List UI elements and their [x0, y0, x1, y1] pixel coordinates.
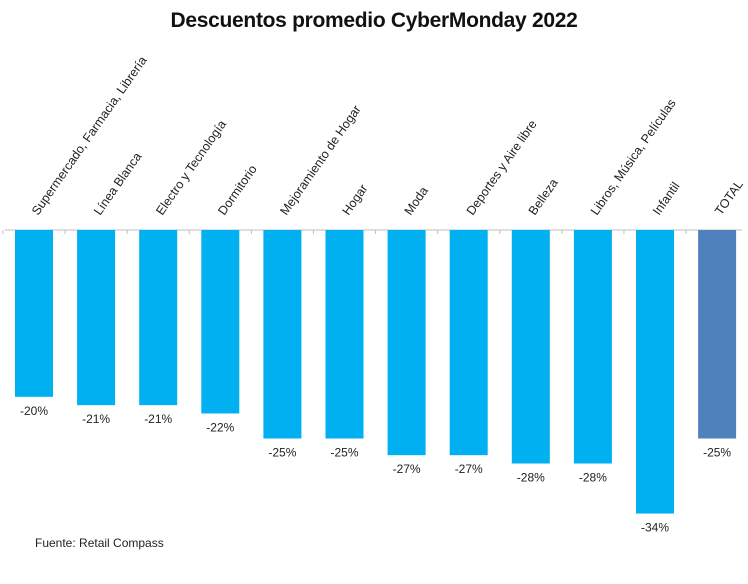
data-label: -25%: [268, 446, 296, 460]
bar: [387, 230, 426, 456]
bar: [449, 230, 488, 456]
chart-title: Descuentos promedio CyberMonday 2022: [170, 9, 578, 32]
category-label: Línea Blanca: [91, 150, 144, 218]
data-label: -25%: [703, 446, 731, 460]
category-label: TOTAL: [712, 178, 746, 218]
data-label: -28%: [579, 471, 607, 485]
bar: [573, 230, 612, 464]
category-label: Hogar: [339, 182, 370, 218]
category-label: Belleza: [526, 176, 561, 218]
data-label: -28%: [517, 471, 545, 485]
category-label: Infantil: [650, 180, 683, 218]
bar: [77, 230, 116, 406]
category-label: Moda: [402, 184, 431, 218]
bar: [15, 230, 53, 397]
bar: [325, 230, 364, 439]
data-label: -27%: [455, 462, 483, 476]
bar: [139, 230, 178, 406]
data-label: -27%: [393, 462, 421, 476]
category-label: Dormitorio: [215, 162, 260, 217]
data-label: -21%: [82, 412, 110, 426]
bar: [636, 230, 674, 514]
source-note: Fuente: Retail Compass: [35, 536, 164, 550]
data-label: -20%: [20, 404, 48, 418]
bar: [511, 230, 550, 464]
bar-total: [698, 230, 737, 439]
data-label: -34%: [641, 521, 669, 535]
data-label: -25%: [330, 446, 358, 460]
category-label: Deportes y Aire libre: [464, 117, 540, 217]
data-label: -21%: [144, 412, 172, 426]
bar: [263, 230, 302, 439]
bar: [201, 230, 240, 414]
category-label: Supermercado, Farmacia, Librería: [29, 54, 150, 218]
category-label: Electro y Tecnología: [153, 118, 229, 218]
data-label: -22%: [206, 420, 234, 434]
